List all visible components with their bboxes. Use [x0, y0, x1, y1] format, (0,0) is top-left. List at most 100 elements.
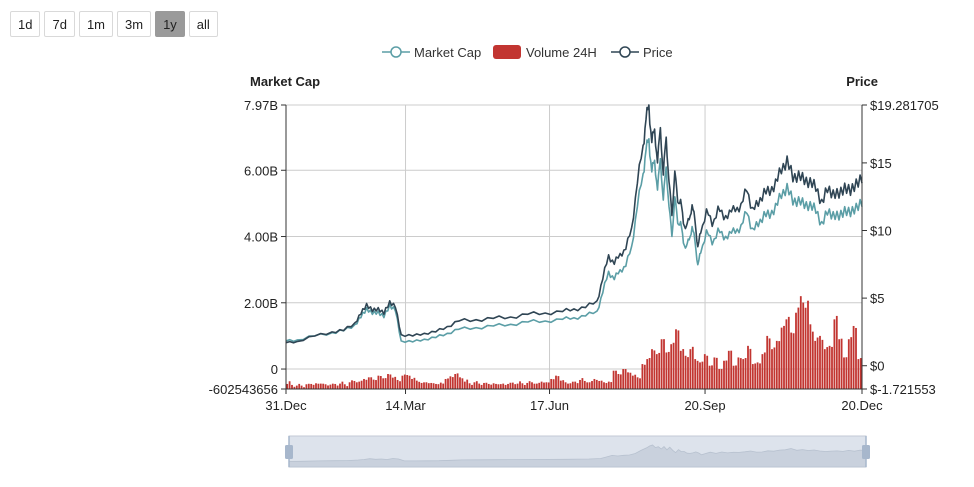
volume-bar [703, 354, 706, 389]
volume-bar [699, 362, 701, 389]
volume-bar [547, 382, 550, 389]
x-tick-label: 20.Dec [841, 398, 883, 413]
axes: 7.97B 6.00B 4.00B 2.00B 0 -602543656 $19.28170… [209, 98, 939, 413]
volume-bar [375, 380, 377, 389]
volume-bar [694, 359, 697, 389]
right-tick-label: $5 [870, 291, 884, 306]
volume-bar [365, 379, 368, 389]
range-button-7d[interactable]: 7d [44, 11, 75, 37]
volume-bar [679, 350, 682, 389]
volume-bar [811, 331, 814, 389]
legend-item-price[interactable]: Price [611, 45, 673, 60]
volume-bar [567, 383, 569, 389]
right-tick-label: $19.281705 [870, 98, 939, 113]
volume-bar [535, 383, 538, 389]
volume-bar [639, 378, 641, 389]
volume-bar [775, 340, 778, 389]
volume-bar [543, 382, 545, 389]
volume-bar [519, 381, 521, 389]
volume-bar [773, 347, 776, 389]
volume-bar [708, 365, 711, 389]
zoom-handle-left[interactable] [285, 436, 293, 467]
range-button-all[interactable]: all [188, 11, 218, 37]
volume-bar [384, 378, 387, 389]
volume-bar [795, 312, 797, 389]
range-button-1m[interactable]: 1m [78, 11, 113, 37]
volume-bar [487, 383, 490, 389]
volume-bar [797, 307, 800, 389]
volume-bar [389, 374, 392, 389]
volume-bar [307, 383, 310, 389]
volume-bar [768, 338, 771, 389]
volume-bar [759, 363, 761, 389]
left-tick-label: -602543656 [209, 382, 278, 397]
legend-item-market-cap[interactable]: Market Cap [382, 45, 481, 60]
volume-bar [591, 381, 593, 389]
right-tick-label: $-1.721553 [870, 382, 936, 397]
volume-bar [780, 327, 783, 389]
zoom-handle-right[interactable] [862, 436, 870, 467]
volume-bar [581, 378, 584, 389]
volume-bar [715, 357, 718, 389]
volume-bar [463, 381, 466, 389]
volume-bar [711, 365, 713, 389]
volume-bar [425, 382, 428, 389]
volume-bar [792, 333, 795, 389]
x-tick-label: 20.Sep [684, 398, 725, 413]
volume-bar [451, 377, 454, 389]
volume-bar [586, 382, 589, 389]
volume-bar [468, 383, 471, 389]
volume-bar [706, 355, 709, 389]
volume-bar [787, 316, 790, 389]
volume-bar [401, 375, 404, 389]
volume-bar [399, 381, 401, 389]
left-tick-label: 6.00B [244, 163, 278, 178]
volume-bar [617, 374, 620, 389]
volume-bar [821, 339, 824, 389]
volume-bar [624, 369, 627, 389]
volume-bar [507, 383, 509, 389]
range-button-3m[interactable]: 3m [117, 11, 152, 37]
legend-item-volume[interactable]: Volume 24H [493, 45, 597, 60]
volume-bar [857, 359, 860, 389]
volume-bar [298, 383, 301, 389]
volume-bar [802, 302, 805, 389]
volume-bar [569, 383, 572, 389]
legend-label-market-cap: Market Cap [414, 45, 481, 60]
volume-bar [370, 377, 373, 389]
volume-bar [833, 319, 836, 389]
volume-bar [521, 383, 524, 389]
data-zoom-slider[interactable] [285, 435, 870, 468]
volume-bar [576, 383, 579, 389]
volume-bar [588, 382, 591, 389]
volume-bar [744, 358, 747, 389]
volume-bar [545, 382, 548, 389]
volume-bar [382, 378, 385, 389]
volume-bar [473, 382, 476, 389]
volume-bar [540, 381, 543, 389]
volume-bar [593, 378, 596, 389]
left-tick-label: 4.00B [244, 230, 278, 245]
range-button-1y[interactable]: 1y [155, 11, 185, 37]
volume-bar [778, 341, 781, 389]
volume-bar [847, 339, 850, 389]
volume-bar [394, 376, 397, 389]
volume-bar [658, 352, 661, 389]
volume-bar [747, 345, 749, 389]
volume-bar [528, 381, 531, 389]
volume-bar [610, 382, 613, 389]
volume-bar [480, 384, 483, 389]
volume-bar [495, 383, 497, 389]
volume-bar [615, 370, 617, 389]
volume-bar [461, 378, 464, 389]
volume-bar [816, 337, 819, 389]
volume-bar [442, 383, 445, 389]
volume-bar [377, 375, 380, 389]
volume-bar [327, 385, 329, 389]
range-button-1d[interactable]: 1d [10, 11, 41, 37]
volume-bar [725, 360, 728, 389]
volume-bar [828, 345, 831, 389]
volume-bar [723, 360, 725, 389]
volume-bar [559, 380, 562, 389]
volume-bar [634, 374, 637, 389]
